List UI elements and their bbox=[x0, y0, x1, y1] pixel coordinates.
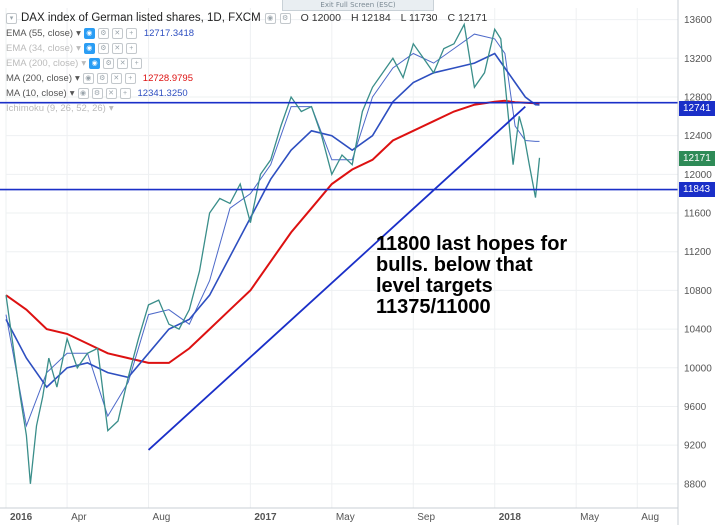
indicator-name: MA (10, close) bbox=[6, 88, 67, 99]
trendline bbox=[147, 105, 526, 451]
indicator-row-ma10[interactable]: MA (10, close) ▾ ◉ ⚙ ✕ + 12341.3250 bbox=[6, 86, 487, 101]
more-icon[interactable]: + bbox=[131, 58, 143, 69]
ma200-line bbox=[5, 99, 540, 364]
more-icon[interactable]: + bbox=[125, 28, 137, 39]
legend-title: DAX index of German listed shares, 1D, F… bbox=[21, 12, 261, 24]
y-tick-label: 10400 bbox=[684, 325, 712, 336]
exit-fullscreen-button[interactable]: Exit Full Screen (ESC) bbox=[282, 0, 434, 11]
settings-icon[interactable]: ⚙ bbox=[91, 88, 103, 99]
y-tick-label: 13600 bbox=[684, 15, 712, 26]
indicator-value: 12717.3418 bbox=[143, 28, 195, 39]
last-price-tag: 12171 bbox=[679, 151, 715, 166]
settings-icon[interactable]: ⚙ bbox=[279, 12, 291, 24]
indicator-row-ema55[interactable]: EMA (55, close) ▾ ◉ ⚙ ✕ + 12717.3418 bbox=[6, 26, 487, 41]
y-tick-label: 10800 bbox=[684, 286, 712, 297]
y-tick-label: 12800 bbox=[684, 92, 712, 103]
chart-legend: ▾ DAX index of German listed shares, 1D,… bbox=[6, 10, 487, 116]
indicator-value: 12728.9795 bbox=[142, 73, 193, 84]
y-tick-label: 12000 bbox=[684, 170, 712, 181]
eye-icon[interactable]: ◉ bbox=[89, 58, 101, 69]
eye-icon[interactable]: ◉ bbox=[83, 43, 95, 54]
close-icon[interactable]: ✕ bbox=[111, 43, 123, 54]
indicator-row-ma200[interactable]: MA (200, close) ▾ ◉ ⚙ ✕ + 12728.9795 bbox=[6, 71, 487, 86]
more-icon[interactable]: + bbox=[125, 43, 137, 54]
eye-icon[interactable]: ◉ bbox=[82, 73, 94, 84]
dropdown-icon[interactable]: ▾ bbox=[108, 103, 114, 114]
resistance-price-tag: 12741 bbox=[679, 101, 715, 116]
eye-icon[interactable]: ◉ bbox=[264, 12, 276, 24]
eye-icon[interactable]: ◉ bbox=[77, 88, 89, 99]
x-tick-label: 2016 bbox=[10, 512, 33, 523]
more-icon[interactable]: + bbox=[119, 88, 131, 99]
dropdown-icon[interactable]: ▾ bbox=[81, 58, 87, 69]
support-price-tag: 11843 bbox=[679, 182, 715, 197]
more-icon[interactable]: + bbox=[124, 73, 136, 84]
y-tick-label: 11600 bbox=[684, 209, 712, 220]
indicator-row-ema200[interactable]: EMA (200, close) ▾ ◉ ⚙ ✕ + bbox=[6, 56, 487, 71]
ema55-line bbox=[5, 52, 540, 389]
close-icon[interactable]: ✕ bbox=[111, 28, 123, 39]
x-tick-label: Sep bbox=[417, 512, 435, 523]
y-tick-label: 12400 bbox=[684, 131, 712, 142]
ohlc-low: L 11730 bbox=[400, 12, 438, 24]
y-tick-label: 8800 bbox=[684, 479, 707, 490]
y-tick-label: 9600 bbox=[684, 402, 707, 413]
dropdown-icon[interactable]: ▾ bbox=[76, 43, 81, 54]
eye-icon[interactable]: ◉ bbox=[83, 28, 95, 39]
legend-title-row: ▾ DAX index of German listed shares, 1D,… bbox=[6, 10, 487, 26]
settings-icon[interactable]: ⚙ bbox=[97, 28, 109, 39]
price-line bbox=[5, 22, 541, 484]
annotation-line: 11375/11000 bbox=[376, 296, 491, 318]
x-tick-label: Apr bbox=[71, 512, 87, 523]
x-tick-label: May bbox=[336, 512, 355, 523]
collapse-icon[interactable]: ▾ bbox=[6, 12, 17, 24]
y-tick-label: 10000 bbox=[684, 363, 712, 374]
annotation-line: 11800 last hopes for bbox=[376, 233, 568, 255]
dropdown-icon[interactable]: ▾ bbox=[69, 88, 75, 99]
x-tick-label: 2017 bbox=[254, 512, 277, 523]
y-tick-label: 13200 bbox=[684, 54, 712, 65]
chart-annotation: 11800 last hopes for bulls. below that l… bbox=[376, 234, 616, 318]
indicator-row-ichimoku[interactable]: Ichimoku (9, 26, 52, 26) ▾ bbox=[6, 101, 487, 116]
dropdown-icon[interactable]: ▾ bbox=[76, 28, 81, 39]
indicator-name: EMA (200, close) bbox=[6, 58, 79, 69]
ohlc-open: O 12000 bbox=[300, 12, 341, 24]
close-icon[interactable]: ✕ bbox=[117, 58, 129, 69]
indicator-value: 12341.3250 bbox=[137, 88, 188, 99]
x-tick-label: Aug bbox=[153, 512, 171, 523]
settings-icon[interactable]: ⚙ bbox=[103, 58, 115, 69]
indicator-name: MA (200, close) bbox=[6, 73, 72, 84]
indicator-row-ema34[interactable]: EMA (34, close) ▾ ◉ ⚙ ✕ + bbox=[6, 41, 487, 56]
settings-icon[interactable]: ⚙ bbox=[96, 73, 108, 84]
annotation-line: bulls. below that bbox=[376, 254, 533, 276]
indicator-name: EMA (34, close) bbox=[6, 43, 74, 54]
x-tick-label: 2018 bbox=[499, 512, 522, 523]
close-icon[interactable]: ✕ bbox=[105, 88, 117, 99]
settings-icon[interactable]: ⚙ bbox=[97, 43, 109, 54]
indicator-name: EMA (55, close) bbox=[6, 28, 74, 39]
y-tick-label: 9200 bbox=[684, 441, 707, 452]
indicator-name: Ichimoku (9, 26, 52, 26) bbox=[6, 103, 106, 114]
y-tick-label: 11200 bbox=[684, 247, 712, 258]
close-icon[interactable]: ✕ bbox=[110, 73, 122, 84]
ohlc-high: H 12184 bbox=[350, 12, 391, 24]
x-tick-label: Aug bbox=[641, 512, 659, 523]
x-tick-label: May bbox=[580, 512, 599, 523]
ohlc-close: C 12171 bbox=[447, 12, 488, 24]
annotation-line: level targets bbox=[376, 275, 493, 297]
dropdown-icon[interactable]: ▾ bbox=[75, 73, 80, 84]
